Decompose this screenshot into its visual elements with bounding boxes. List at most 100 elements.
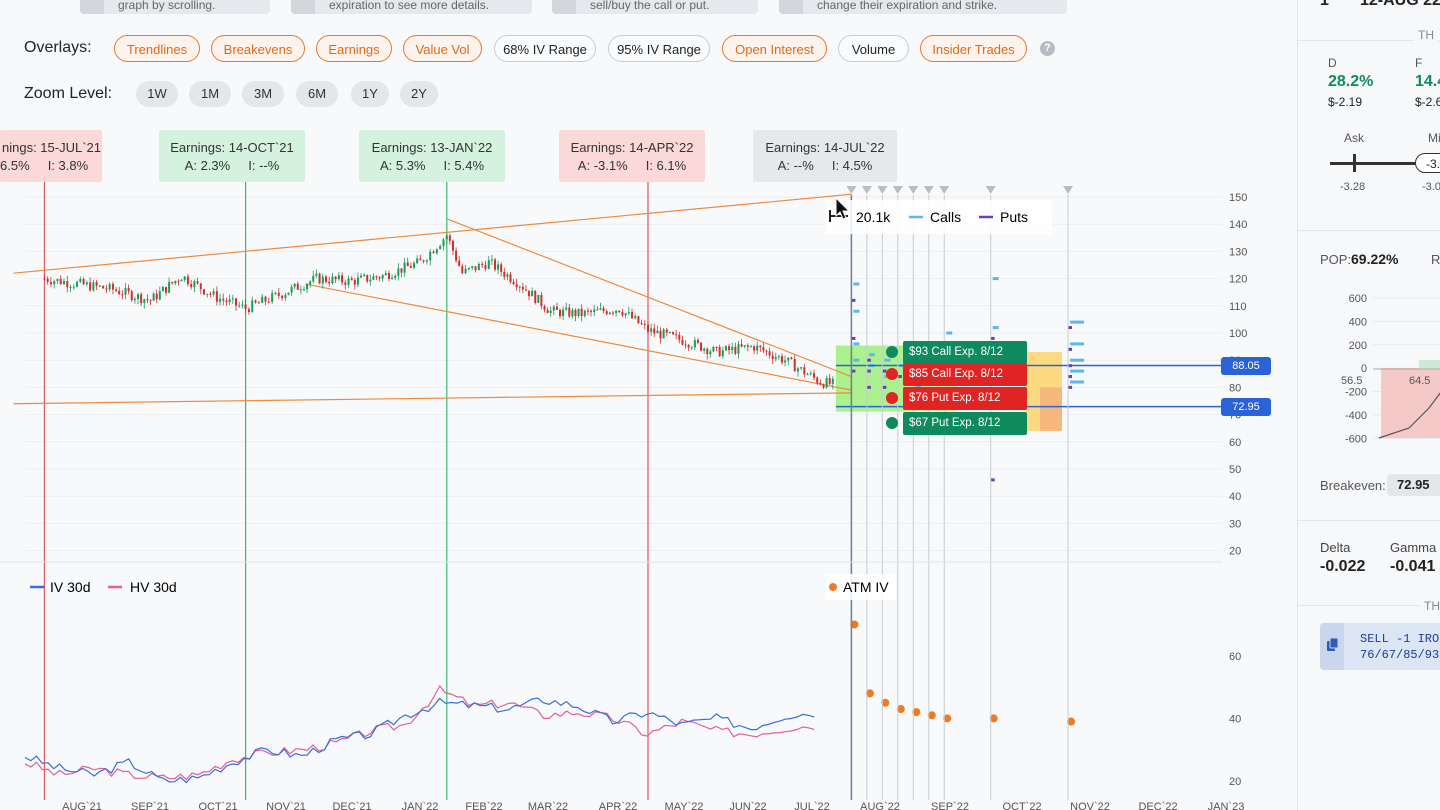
trade-dot-sell[interactable]	[886, 368, 898, 380]
oi-put-bar	[897, 375, 902, 379]
candle-body	[130, 291, 133, 301]
earnings-card-oct21[interactable]: Earnings: 14-OCT`21 A: 2.3% I: --%	[159, 130, 305, 182]
trade-label-93-call[interactable]: $93 Call Exp. 8/12	[903, 341, 1027, 364]
overlay-earnings-toggle[interactable]: Earnings	[316, 35, 392, 62]
candle-body	[515, 284, 518, 288]
candle-body	[328, 281, 331, 284]
trade-dot-buy[interactable]	[886, 346, 898, 358]
candle-body	[608, 312, 611, 315]
date-tick-label: OCT`21	[198, 801, 237, 810]
pl-tick-label: 200	[1349, 340, 1367, 352]
zoom-2y-button[interactable]: 2Y	[400, 81, 438, 107]
oi-call-bar	[853, 309, 860, 313]
overlay-95-iv-range-toggle[interactable]: 95% IV Range	[608, 35, 710, 62]
candle-body	[186, 276, 189, 285]
candle-body	[334, 276, 337, 280]
candle-body	[577, 308, 580, 317]
overlays-label: Overlays:	[24, 39, 92, 56]
trade-label-67-put[interactable]: $67 Put Exp. 8/12	[903, 412, 1027, 435]
tip-scroll: graph by scrolling.	[80, 0, 270, 14]
zoom-1m-button[interactable]: 1M	[189, 81, 231, 107]
candle-body	[384, 272, 387, 276]
candle-body	[734, 346, 737, 354]
candle-body	[593, 309, 596, 312]
candle-body	[284, 294, 287, 299]
candle-body	[98, 285, 101, 287]
overlay-insider-trades-toggle[interactable]: Insider Trades	[920, 35, 1027, 62]
help-icon[interactable]: ?	[1040, 41, 1055, 56]
copy-icon[interactable]	[1320, 623, 1344, 670]
candle-body	[816, 377, 819, 383]
price-chart[interactable]: 1501401301201101009080706050403020 60402…	[0, 180, 1295, 810]
zoom-6m-button[interactable]: 6M	[296, 81, 338, 107]
order-line-1: SELL -1 IRON	[1360, 632, 1440, 646]
earnings-values: A: --% I: 4.5%	[777, 158, 873, 173]
overlay-value-vol-toggle[interactable]: Value Vol	[403, 35, 482, 62]
candle-body	[565, 307, 568, 310]
price-slider-handle-ask[interactable]	[1353, 154, 1356, 172]
candle-body	[82, 279, 85, 285]
delta-value: -0.022	[1320, 558, 1366, 575]
pl-tick-label: -400	[1345, 410, 1367, 422]
candle-body	[487, 260, 490, 269]
candle-body	[831, 378, 834, 384]
overlay-breakevens-toggle[interactable]: Breakevens	[211, 35, 305, 62]
trade-label-76-put[interactable]: $76 Put Exp. 8/12	[903, 387, 1027, 410]
oi-put-bar	[1068, 326, 1073, 330]
oi-put-bar	[851, 369, 856, 373]
date-tick-label: AUG`22	[860, 801, 900, 810]
expiration-date[interactable]: 12-AUG 22	[1360, 0, 1440, 9]
candle-body	[219, 298, 222, 302]
earnings-card-apr22[interactable]: Earnings: 14-APR`22 A: -3.1% I: 6.1%	[559, 130, 705, 182]
price-slider-track[interactable]	[1330, 162, 1440, 165]
zoom-1y-button[interactable]: 1Y	[351, 81, 389, 107]
earnings-card-jan22[interactable]: Earnings: 13-JAN`22 A: 5.3% I: 5.4%	[359, 130, 505, 182]
overlay-volume-toggle[interactable]: Volume	[838, 35, 909, 62]
candle-body	[95, 282, 98, 286]
zoom-1w-button[interactable]: 1W	[136, 81, 178, 107]
tip-expiration: expiration to see more details.	[291, 0, 532, 14]
candle-body	[471, 266, 474, 268]
candle-body	[53, 281, 56, 285]
candle-body	[251, 300, 254, 313]
candle-body	[247, 309, 250, 313]
trade-dot-buy[interactable]	[886, 417, 898, 429]
candle-body	[712, 346, 715, 352]
candle-body	[363, 274, 366, 276]
candle-body	[586, 310, 589, 312]
overlay-68-iv-range-toggle[interactable]: 68% IV Range	[494, 35, 596, 62]
candle-body	[341, 275, 344, 283]
price-slider-mid-bubble[interactable]: -3.0	[1415, 153, 1440, 173]
oi-call-bar	[992, 277, 999, 281]
pl-chart[interactable]: 600 400 200 0 -200 -400 -600 56.5 64.5	[1298, 285, 1440, 455]
date-tick-label: AUG`21	[62, 801, 102, 810]
stat-pct: 14.4	[1415, 73, 1440, 90]
overlay-trendlines-toggle[interactable]: Trendlines	[114, 35, 200, 62]
trade-dot-sell[interactable]	[886, 392, 898, 404]
candle-body	[464, 268, 467, 274]
candle-body	[615, 310, 618, 314]
candle-body	[512, 281, 515, 285]
pl-tick-label: 0	[1361, 363, 1367, 375]
price-tick-label: 140	[1229, 219, 1247, 231]
atm-iv-point	[1067, 717, 1076, 726]
mid-value-small: -3.0	[1422, 181, 1440, 193]
candle-body	[737, 344, 740, 354]
overlay-open-interest-toggle[interactable]: Open Interest	[722, 35, 827, 62]
zoom-3m-button[interactable]: 3M	[242, 81, 284, 107]
trade-label-85-call[interactable]: $85 Call Exp. 8/12	[903, 363, 1027, 386]
mid-label: Mi	[1428, 131, 1440, 145]
oi-put-bar	[882, 385, 887, 389]
candle-body	[540, 294, 543, 307]
earnings-card-jul21[interactable]: nings: 15-JUL`21 6.5% I: 3.8%	[0, 130, 102, 182]
earnings-card-jul22[interactable]: Earnings: 14-JUL`22 A: --% I: 4.5%	[753, 130, 897, 182]
candle-body	[724, 346, 727, 351]
iv-legend-label: IV 30d	[50, 579, 90, 595]
candle-body	[318, 273, 321, 284]
candle-body	[477, 263, 480, 271]
trendline	[305, 283, 852, 391]
pop-value: 69.22%	[1351, 251, 1399, 267]
candle-body	[406, 262, 409, 267]
candle-body	[481, 263, 484, 266]
candle-body	[108, 284, 111, 290]
